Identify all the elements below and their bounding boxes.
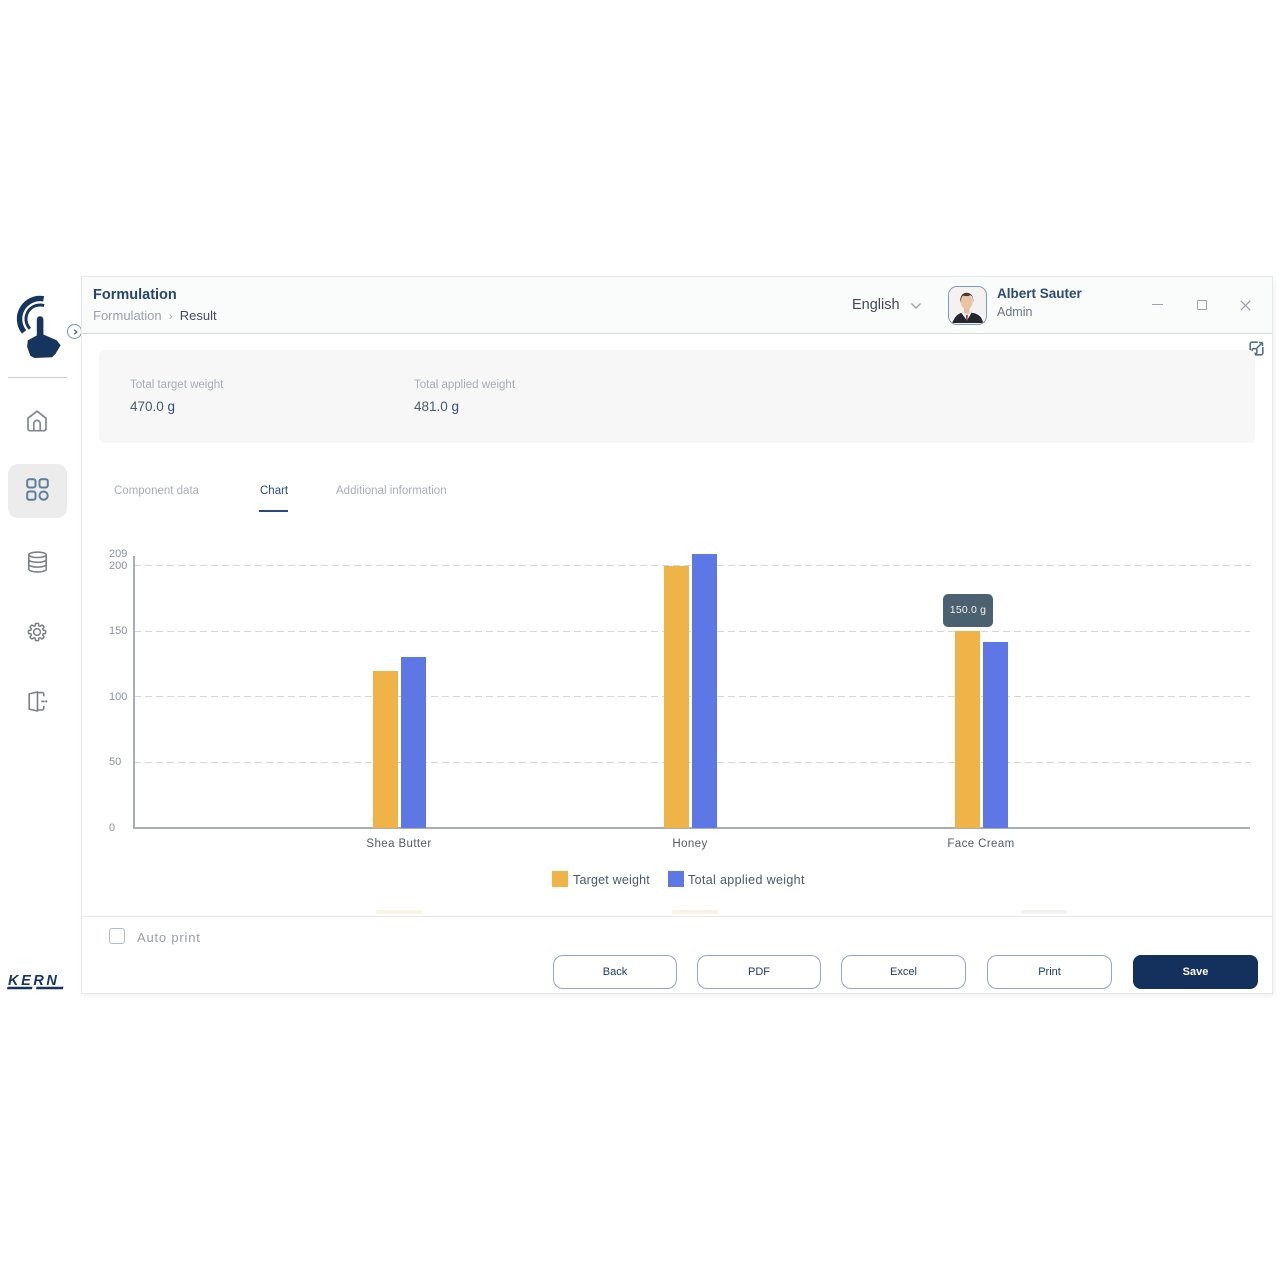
svg-text:KERN: KERN <box>8 973 60 989</box>
